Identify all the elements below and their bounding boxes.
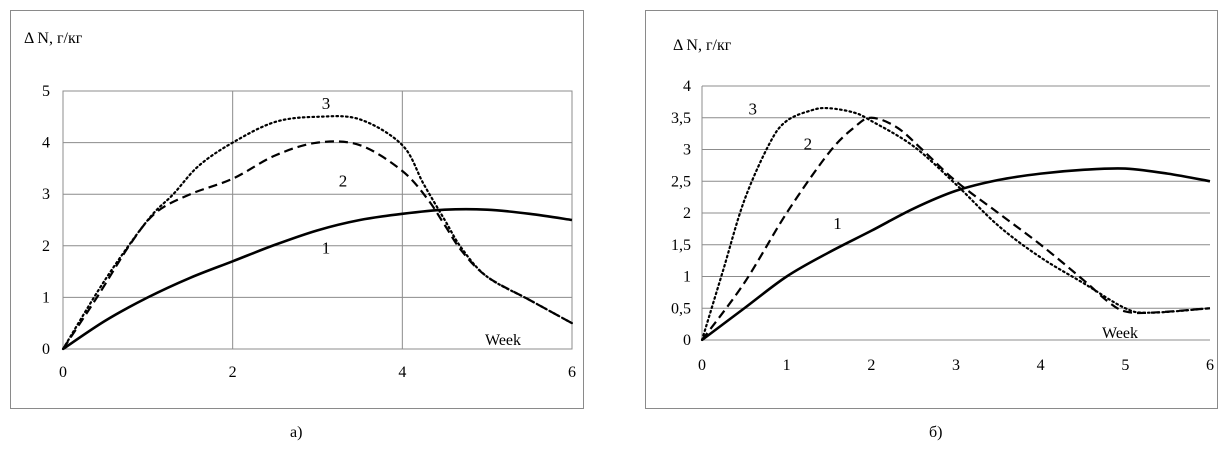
chart-a-x-tick-label: 4 [398,364,406,381]
chart-a-plot-frame [62,90,573,350]
chart-a-svg: 0 1 2 3 4 5 0 2 4 6 1 2 3 Δ N, г/кг Week [24,30,576,381]
chart-a-y-tick-label: 4 [42,135,50,152]
chart-b-series-2-line [701,116,1211,341]
chart-b-x-tick-label: 1 [783,357,791,374]
chart-a-x-tick-label: 2 [229,364,237,381]
chart-b-x-tick-label: 3 [952,357,960,374]
chart-a-series-2-label: 2 [339,171,348,190]
chart-a-y-tick-label: 0 [42,341,50,358]
chart-b-x-axis-label: Week [1102,325,1138,342]
chart-b-series-1-label: 1 [833,214,842,233]
chart-b-y-tick-label: 0,5 [671,300,691,317]
chart-a-y-tick-label: 5 [42,83,50,100]
chart-a-x-tick-label: 0 [59,364,67,381]
chart-b-x-tick-label: 5 [1121,357,1129,374]
chart-a-series-3-label: 3 [322,94,331,113]
chart-b-y-tick-label: 2,5 [671,173,691,190]
chart-a-series-2-line [62,140,573,350]
chart-b-y-tick-label: 3,5 [671,110,691,127]
chart-panel-a: 0 1 2 3 4 5 0 2 4 6 1 2 3 Δ N, г/кг Week [10,10,584,409]
chart-a-y-tick-label: 1 [42,289,50,306]
chart-b-x-tick-label: 6 [1206,357,1214,374]
chart-b-y-tick-label: 2 [683,205,691,222]
chart-a-y-tick-label: 2 [42,238,50,255]
chart-b-y-tick-label: 4 [683,78,691,95]
chart-a-x-axis-label: Week [485,332,521,349]
chart-b-y-axis-label: Δ N, г/кг [673,37,732,54]
chart-b-x-tick-label: 4 [1037,357,1045,374]
chart-b-svg: 0 0,5 1 1,5 2 2,5 3 3,5 4 0 1 2 3 4 5 6 1 2 3 Δ N, г/кг Week [671,37,1214,374]
chart-b-x-tick-label: 0 [698,357,706,374]
chart-a-series-1-line [62,207,573,351]
chart-panel-b: 0 0,5 1 1,5 2 2,5 3 3,5 4 0 1 2 3 4 5 6 1 2 3 Δ N, г/кг Week [645,10,1218,409]
chart-b-series-3-line [700,106,1212,342]
chart-b-y-tick-label: 0 [683,332,691,349]
chart-b-y-tick-label: 1 [683,269,691,286]
chart-a-series-1-label: 1 [322,239,331,258]
chart-b-plot-area [700,85,1212,342]
chart-b-series-1-line [701,167,1211,342]
chart-b-series-3-label: 3 [749,100,758,119]
caption-a: а) [290,424,303,441]
chart-a-y-axis-label: Δ N, г/кг [24,30,83,47]
chart-b-series-2-label: 2 [804,135,813,154]
chart-a-plot-area [61,90,574,351]
chart-b-x-tick-label: 2 [867,357,875,374]
chart-a-x-tick-label: 6 [568,364,576,381]
chart-b-y-tick-label: 3 [683,142,691,159]
chart-a-series-3-line [61,115,574,351]
chart-b-y-tick-label: 1,5 [671,237,691,254]
caption-b: б) [929,424,943,441]
chart-a-y-tick-label: 3 [42,186,50,203]
